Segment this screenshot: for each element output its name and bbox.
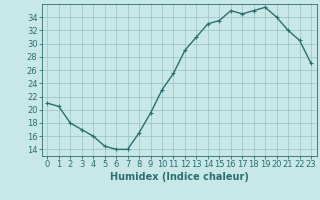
X-axis label: Humidex (Indice chaleur): Humidex (Indice chaleur) [110,172,249,182]
